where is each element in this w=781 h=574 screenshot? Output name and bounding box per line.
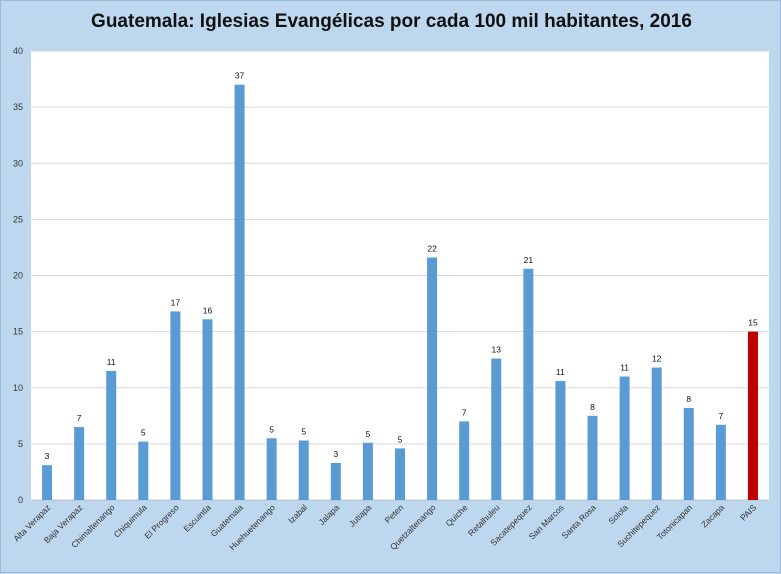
data-label: 11: [556, 367, 565, 377]
data-label: 15: [748, 318, 758, 328]
data-label: 21: [524, 255, 534, 265]
data-label: 3: [45, 451, 50, 461]
bar-peten: [395, 448, 405, 500]
chart-title: Guatemala: Iglesias Evangélicas por cada…: [91, 11, 692, 32]
y-tick-label: 0: [18, 495, 23, 505]
bar-chiquimula: [138, 441, 149, 500]
data-label: 3: [333, 449, 338, 459]
data-label: 5: [301, 427, 306, 437]
data-label: 7: [77, 413, 82, 423]
category-label: Izabal: [286, 502, 309, 525]
y-tick-label: 30: [13, 158, 23, 168]
data-label: 8: [590, 402, 595, 412]
data-label: 5: [269, 424, 274, 434]
data-label: 7: [719, 411, 724, 421]
y-tick-label: 35: [13, 102, 23, 112]
y-tick-label: 25: [13, 214, 23, 224]
bar-sacatepequez: [523, 268, 534, 500]
y-tick-label: 15: [13, 327, 23, 337]
data-label: 5: [398, 434, 403, 444]
category-label: PAIS: [738, 502, 759, 523]
bar-quiche: [459, 421, 470, 500]
bar-jalapa: [330, 462, 341, 500]
category-label: El Progreso: [142, 502, 181, 541]
y-tick-label: 40: [13, 46, 23, 56]
bar-el-progreso: [170, 311, 181, 500]
bar-san-marcos: [555, 381, 566, 500]
y-tick-label: 10: [13, 383, 23, 393]
bar-pais: [747, 331, 758, 500]
bar-izabal: [298, 440, 309, 500]
category-label: Santa Rosa: [559, 502, 598, 541]
category-label: Jalapa: [316, 502, 341, 527]
data-label: 37: [235, 71, 245, 81]
bar-escuintla: [202, 319, 213, 500]
bar-guatemala: [234, 84, 245, 501]
category-label: Escuintla: [181, 502, 213, 534]
data-label: 13: [492, 345, 502, 355]
bar-alta-verapaz: [42, 465, 53, 500]
data-label: 8: [686, 394, 691, 404]
category-label: Peten: [383, 502, 406, 525]
y-tick-label: 20: [13, 271, 23, 281]
bar-jutiapa: [362, 442, 373, 500]
bar-zacapa: [715, 424, 726, 500]
bar-baja-verapaz: [74, 427, 85, 500]
bar-chimaltenango: [106, 370, 117, 500]
data-label: 17: [171, 297, 181, 307]
bar-santa-rosa: [587, 415, 598, 500]
data-label: 16: [203, 305, 213, 315]
category-label: Quiche: [443, 502, 469, 528]
data-label: 5: [141, 428, 146, 438]
bar-quetzaltenango: [427, 257, 438, 500]
category-label: Solola: [606, 502, 630, 526]
bar-solola: [619, 376, 630, 500]
data-label: 12: [652, 354, 662, 364]
category-label: Zacapa: [699, 502, 726, 529]
data-label: 22: [427, 244, 437, 254]
bar-retalhuleu: [491, 358, 502, 500]
category-label: Jutiapa: [347, 502, 374, 529]
data-label: 11: [107, 357, 116, 367]
bar-suchitepequez: [651, 367, 662, 500]
bar-huehuetenango: [266, 438, 277, 500]
bar-totonicapan: [683, 407, 694, 500]
data-label: 11: [620, 363, 629, 373]
data-label: 7: [462, 407, 467, 417]
y-tick-label: 5: [18, 439, 23, 449]
data-label: 5: [366, 429, 371, 439]
